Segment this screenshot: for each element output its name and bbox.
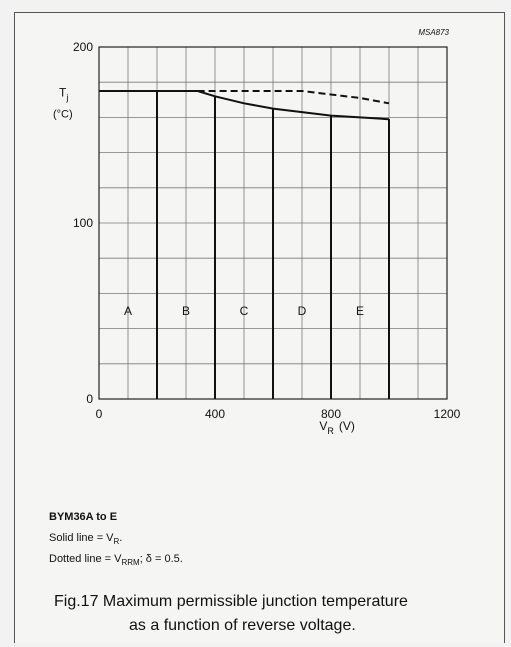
x-tick-label: 0 xyxy=(96,407,103,421)
dotted-line-note-suffix: ; δ = 0.5. xyxy=(139,553,183,565)
y-axis-label-sub: j xyxy=(65,92,68,102)
y-axis-label: Tj xyxy=(59,85,68,102)
y-axis-unit: (°C) xyxy=(53,108,73,120)
x-axis-label-main: V xyxy=(319,419,327,433)
region-lines xyxy=(156,91,390,399)
product-name: BYM36A to E xyxy=(49,511,118,523)
chart-series xyxy=(99,90,390,121)
region-label: B xyxy=(182,304,190,318)
x-axis-label-unit: (V) xyxy=(339,419,355,433)
x-axis-label: VR (V) xyxy=(319,419,355,436)
solid-line-note-text: Solid line = V xyxy=(49,532,114,544)
region-label: D xyxy=(298,304,307,318)
solid-series-line xyxy=(99,90,390,121)
solid-line-note-sub: R xyxy=(113,537,120,547)
x-tick-label: 800 xyxy=(321,407,341,421)
y-tick-label: 100 xyxy=(73,216,93,230)
region-label: E xyxy=(356,304,364,318)
figure-caption-line-2: as a function of reverse voltage. xyxy=(129,617,356,634)
figure-code: MSA873 xyxy=(418,28,449,37)
chart-labels: 0 400 800 1200 0 100 200 A B C D E xyxy=(73,40,461,421)
dotted-line-note-sub: RRM xyxy=(121,558,140,568)
solid-line-note-suffix: . xyxy=(119,532,123,544)
figure-frame: 0 400 800 1200 0 100 200 A B C D E MSA873 Tj (°C) V… xyxy=(14,12,505,643)
chart-svg: 0 400 800 1200 0 100 200 A B C D E MSA873 Tj (°C) V… xyxy=(53,28,461,436)
solid-line-note: Solid line = VR. xyxy=(49,532,122,546)
figure-caption-line-1: Fig.17 Maximum permissible junction temp… xyxy=(54,593,408,610)
y-axis-label-main: T xyxy=(59,85,67,99)
y-tick-label: 0 xyxy=(86,392,93,406)
dashed-series-line xyxy=(197,90,390,105)
region-label: A xyxy=(124,304,132,318)
plot-border xyxy=(98,46,448,400)
y-tick-label: 200 xyxy=(73,40,93,54)
dotted-line-note-text: Dotted line = V xyxy=(49,553,122,565)
region-label: C xyxy=(240,304,249,318)
x-tick-label: 400 xyxy=(205,407,225,421)
dotted-line-note: Dotted line = VRRM; δ = 0.5. xyxy=(49,553,183,567)
x-tick-label: 1200 xyxy=(434,407,461,421)
x-axis-label-sub: R xyxy=(327,426,334,436)
